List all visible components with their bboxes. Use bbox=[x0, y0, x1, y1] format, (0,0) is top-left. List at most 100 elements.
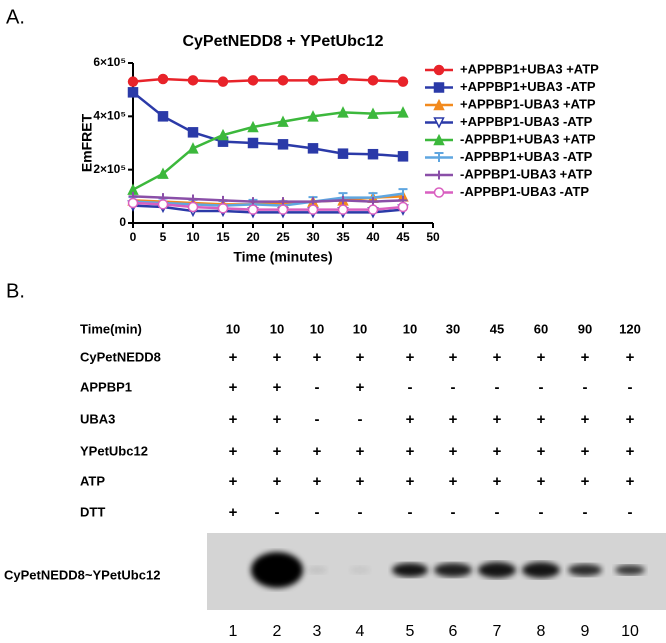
cell: - bbox=[583, 379, 588, 396]
marker bbox=[247, 75, 259, 86]
cell: 45 bbox=[490, 321, 504, 336]
legend-marker bbox=[434, 152, 444, 162]
cell: 10 bbox=[270, 321, 284, 336]
x-tick-label: 15 bbox=[216, 230, 230, 244]
cell: - bbox=[315, 411, 320, 428]
marker bbox=[247, 204, 259, 215]
series-line bbox=[132, 204, 404, 214]
y-tick-label: 6×10⁵ bbox=[93, 55, 126, 69]
cell: + bbox=[229, 473, 238, 490]
cell: + bbox=[626, 473, 635, 490]
cell: 10 bbox=[226, 321, 240, 336]
cell: - bbox=[451, 504, 456, 521]
cell: 90 bbox=[578, 321, 592, 336]
cell: + bbox=[229, 349, 238, 366]
legend-label: -APPBP1+UBA3 +ATP bbox=[460, 131, 596, 146]
row-label: APPBP1 bbox=[80, 379, 132, 394]
legend-label: +APPBP1-UBA3 -ATP bbox=[460, 114, 593, 129]
marker bbox=[127, 87, 139, 98]
marker bbox=[187, 127, 199, 138]
legend-label: +APPBP1+UBA3 +ATP bbox=[460, 61, 599, 76]
cell: + bbox=[537, 443, 546, 460]
marker bbox=[307, 110, 319, 122]
cell: + bbox=[273, 379, 282, 396]
legend-marker bbox=[433, 64, 445, 76]
cell: - bbox=[315, 504, 320, 521]
cell: - bbox=[628, 504, 633, 521]
marker bbox=[367, 148, 379, 160]
band bbox=[251, 552, 303, 588]
cell: + bbox=[356, 349, 365, 366]
cell: + bbox=[626, 411, 635, 428]
marker bbox=[337, 148, 349, 159]
cell: - bbox=[315, 379, 320, 396]
marker bbox=[397, 76, 409, 87]
row-label: UBA3 bbox=[80, 411, 115, 426]
lane-number: 1 bbox=[229, 623, 238, 640]
lane-number: 2 bbox=[273, 623, 282, 640]
series-line bbox=[132, 195, 404, 206]
marker bbox=[367, 75, 379, 86]
series-line bbox=[132, 195, 404, 203]
cell: + bbox=[406, 473, 415, 490]
blot-label: CyPetNEDD8~YPetUbc12 bbox=[4, 567, 160, 582]
x-tick-label: 40 bbox=[366, 230, 380, 244]
marker bbox=[217, 76, 229, 87]
cell: + bbox=[273, 411, 282, 428]
cell: - bbox=[583, 504, 588, 521]
legend-marker bbox=[433, 187, 445, 198]
cell: - bbox=[539, 504, 544, 521]
cell: + bbox=[537, 349, 546, 366]
cell: + bbox=[581, 411, 590, 428]
x-axis-label: Time (minutes) bbox=[233, 249, 332, 265]
cell: + bbox=[493, 443, 502, 460]
marker bbox=[157, 111, 169, 122]
cell: + bbox=[229, 411, 238, 428]
series-line bbox=[132, 192, 404, 207]
marker bbox=[157, 73, 169, 85]
y-tick-label: 4×10⁵ bbox=[93, 109, 126, 123]
x-tick-label: 0 bbox=[130, 230, 137, 244]
cell: + bbox=[449, 411, 458, 428]
cell: - bbox=[275, 504, 280, 521]
lane-number: 4 bbox=[356, 623, 365, 640]
cell: + bbox=[356, 473, 365, 490]
cell: 10 bbox=[353, 321, 367, 336]
lane-number: 6 bbox=[449, 623, 458, 640]
band bbox=[522, 562, 560, 578]
legend-label: +APPBP1-UBA3 +ATP bbox=[460, 96, 596, 111]
band bbox=[478, 562, 516, 578]
marker bbox=[247, 120, 259, 133]
panel-label: A. bbox=[6, 6, 25, 28]
cell: - bbox=[539, 379, 544, 396]
legend-marker bbox=[433, 117, 445, 129]
marker bbox=[277, 115, 289, 127]
series-line bbox=[132, 77, 404, 83]
marker bbox=[337, 73, 349, 85]
chart-title: CyPetNEDD8 + YPetUbc12 bbox=[182, 33, 383, 50]
marker bbox=[277, 139, 289, 150]
lane-number: 10 bbox=[621, 623, 639, 640]
cell: + bbox=[581, 473, 590, 490]
row-label: ATP bbox=[80, 473, 105, 488]
cell: + bbox=[229, 443, 238, 460]
legend-label: -APPBP1-UBA3 +ATP bbox=[460, 166, 593, 181]
cell: + bbox=[581, 443, 590, 460]
x-tick-label: 45 bbox=[396, 230, 410, 244]
cell: + bbox=[449, 349, 458, 366]
cell: + bbox=[537, 473, 546, 490]
marker bbox=[277, 204, 289, 215]
cell: + bbox=[313, 349, 322, 366]
legend-marker bbox=[433, 133, 445, 146]
cell: + bbox=[449, 473, 458, 490]
marker bbox=[127, 197, 139, 209]
lane-number: 7 bbox=[493, 623, 502, 640]
legend-label: -APPBP1-UBA3 -ATP bbox=[460, 184, 589, 199]
cell: + bbox=[493, 349, 502, 366]
band bbox=[307, 566, 327, 574]
cell: - bbox=[358, 411, 363, 428]
cell: 120 bbox=[619, 321, 641, 336]
series-line bbox=[132, 201, 404, 211]
cell: 10 bbox=[310, 321, 324, 336]
marker bbox=[157, 199, 169, 210]
